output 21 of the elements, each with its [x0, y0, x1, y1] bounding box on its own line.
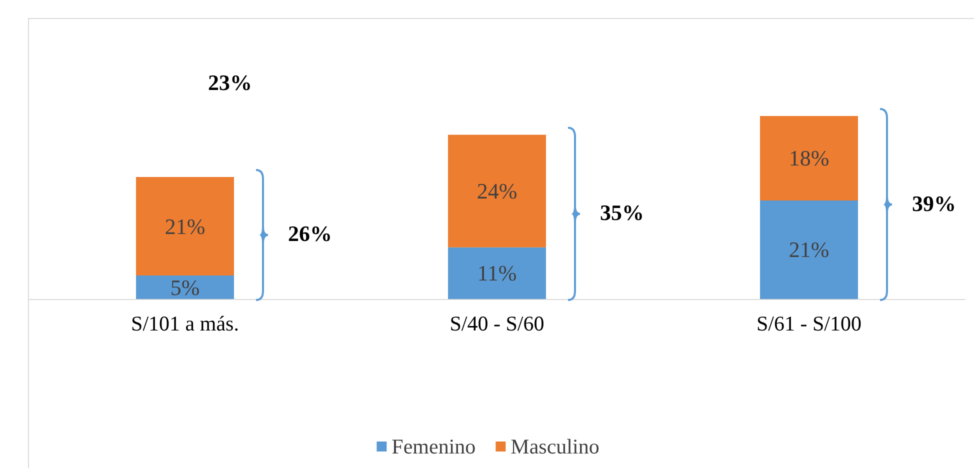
data-label: 24% — [476, 178, 518, 204]
text: 23% — [208, 70, 252, 96]
legend-label: Masculino — [510, 434, 600, 458]
total-label: 26% — [288, 221, 332, 247]
data-label: 21% — [164, 214, 206, 239]
total-label: 35% — [600, 200, 644, 226]
data-label: 11% — [477, 260, 517, 286]
bar — [760, 200, 858, 299]
bar — [760, 116, 858, 200]
x-tick-label: S/40 - S/60 — [450, 312, 544, 336]
bar — [448, 134, 546, 248]
x-tick-label: S/61 - S/100 — [756, 312, 862, 336]
data-label: 18% — [788, 146, 830, 171]
x-tick-label: S/101 a más. — [131, 312, 239, 336]
data-label: 5% — [170, 274, 200, 300]
total-label: 39% — [912, 190, 956, 216]
data-label: 21% — [788, 237, 830, 262]
bar — [136, 276, 234, 299]
bar — [136, 177, 234, 276]
legend-label: Femenino — [392, 434, 476, 458]
bar — [448, 247, 546, 299]
